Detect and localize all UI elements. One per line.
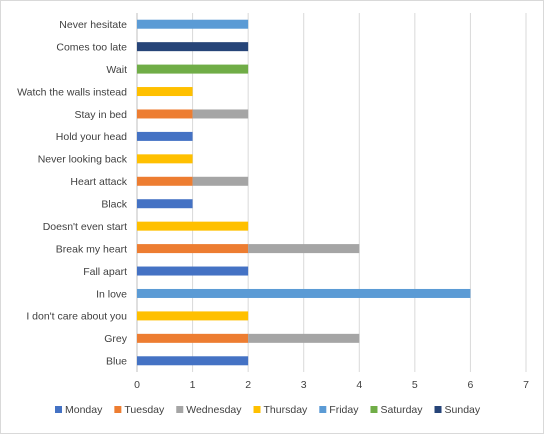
category-label: Blue — [106, 356, 127, 368]
legend-item-monday: Monday — [55, 404, 103, 416]
category-label: Fall apart — [83, 266, 127, 278]
legend-swatch — [253, 406, 261, 413]
legend-item-sunday: Sunday — [434, 404, 481, 416]
legend-swatch — [176, 406, 184, 413]
bar-thursday-9 — [137, 154, 193, 164]
category-labels: Blue Grey I don't care about you In love Fal… — [17, 19, 128, 368]
category-label: Doesn't even start — [43, 221, 127, 233]
legend-swatch — [114, 406, 122, 413]
legend-item-saturday: Saturday — [370, 404, 423, 416]
bar-monday-0 — [137, 356, 249, 366]
legend-swatch — [434, 406, 442, 413]
category-label: Never looking back — [38, 154, 128, 166]
bar-thursday-6 — [137, 221, 249, 231]
x-tick-label: 6 — [468, 379, 474, 391]
x-tick-label: 0 — [134, 379, 140, 391]
bar-saturday-13 — [137, 64, 249, 74]
bar-wednesday-5 — [248, 244, 360, 254]
x-tick-label: 3 — [301, 379, 307, 391]
legend-label: Monday — [65, 404, 103, 416]
x-tick-labels: 0 1 2 3 4 5 6 7 — [134, 379, 529, 391]
bar-wednesday-1 — [248, 333, 360, 343]
bar-tuesday-5 — [137, 244, 249, 254]
category-label: Never hesitate — [59, 19, 127, 31]
category-label: Stay in bed — [74, 109, 127, 121]
bar-wednesday-11 — [192, 109, 249, 119]
legend-label: Sunday — [445, 404, 481, 416]
legend-label: Tuesday — [124, 404, 165, 416]
category-label: Hold your head — [56, 131, 127, 143]
legend-label: Friday — [329, 404, 359, 416]
legend-label: Wednesday — [186, 404, 242, 416]
legend: Monday Tuesday Wednesday Thursday Friday Satu… — [55, 404, 481, 416]
category-label: In love — [96, 288, 127, 300]
x-tick-label: 2 — [245, 379, 251, 391]
legend-item-tuesday: Tuesday — [114, 404, 165, 416]
bar-tuesday-8 — [137, 176, 193, 186]
bar-friday-3 — [137, 288, 471, 298]
category-label: Comes too late — [56, 41, 127, 53]
bar-tuesday-11 — [137, 109, 193, 119]
x-tick-label: 5 — [412, 379, 418, 391]
bar-monday-7 — [137, 199, 193, 209]
bar-wednesday-8 — [192, 176, 249, 186]
category-label: Black — [101, 199, 127, 211]
legend-label: Thursday — [264, 404, 309, 416]
category-label: Wait — [106, 64, 127, 76]
legend-swatch — [370, 406, 378, 413]
legend-label: Saturday — [380, 404, 423, 416]
legend-swatch — [55, 406, 62, 413]
bar-friday-15 — [137, 19, 249, 29]
category-label: Heart attack — [70, 176, 127, 188]
x-tick-label: 7 — [523, 379, 529, 391]
legend-swatch — [319, 406, 327, 413]
category-label: Break my heart — [56, 243, 127, 255]
bar-monday-4 — [137, 266, 249, 276]
bar-thursday-2 — [137, 311, 249, 321]
legend-item-thursday: Thursday — [253, 404, 309, 416]
legend-item-wednesday: Wednesday — [176, 404, 242, 416]
bars — [137, 19, 471, 366]
x-tick-label: 4 — [356, 379, 362, 391]
category-label: Watch the walls instead — [17, 86, 127, 98]
legend-item-friday: Friday — [319, 404, 359, 416]
bar-sunday-14 — [137, 42, 249, 52]
bar-thursday-12 — [137, 87, 193, 97]
bar-monday-10 — [137, 131, 193, 141]
category-label: I don't care about you — [26, 311, 127, 323]
bar-tuesday-1 — [137, 333, 249, 343]
x-tick-label: 1 — [190, 379, 196, 391]
category-label: Grey — [104, 333, 128, 345]
